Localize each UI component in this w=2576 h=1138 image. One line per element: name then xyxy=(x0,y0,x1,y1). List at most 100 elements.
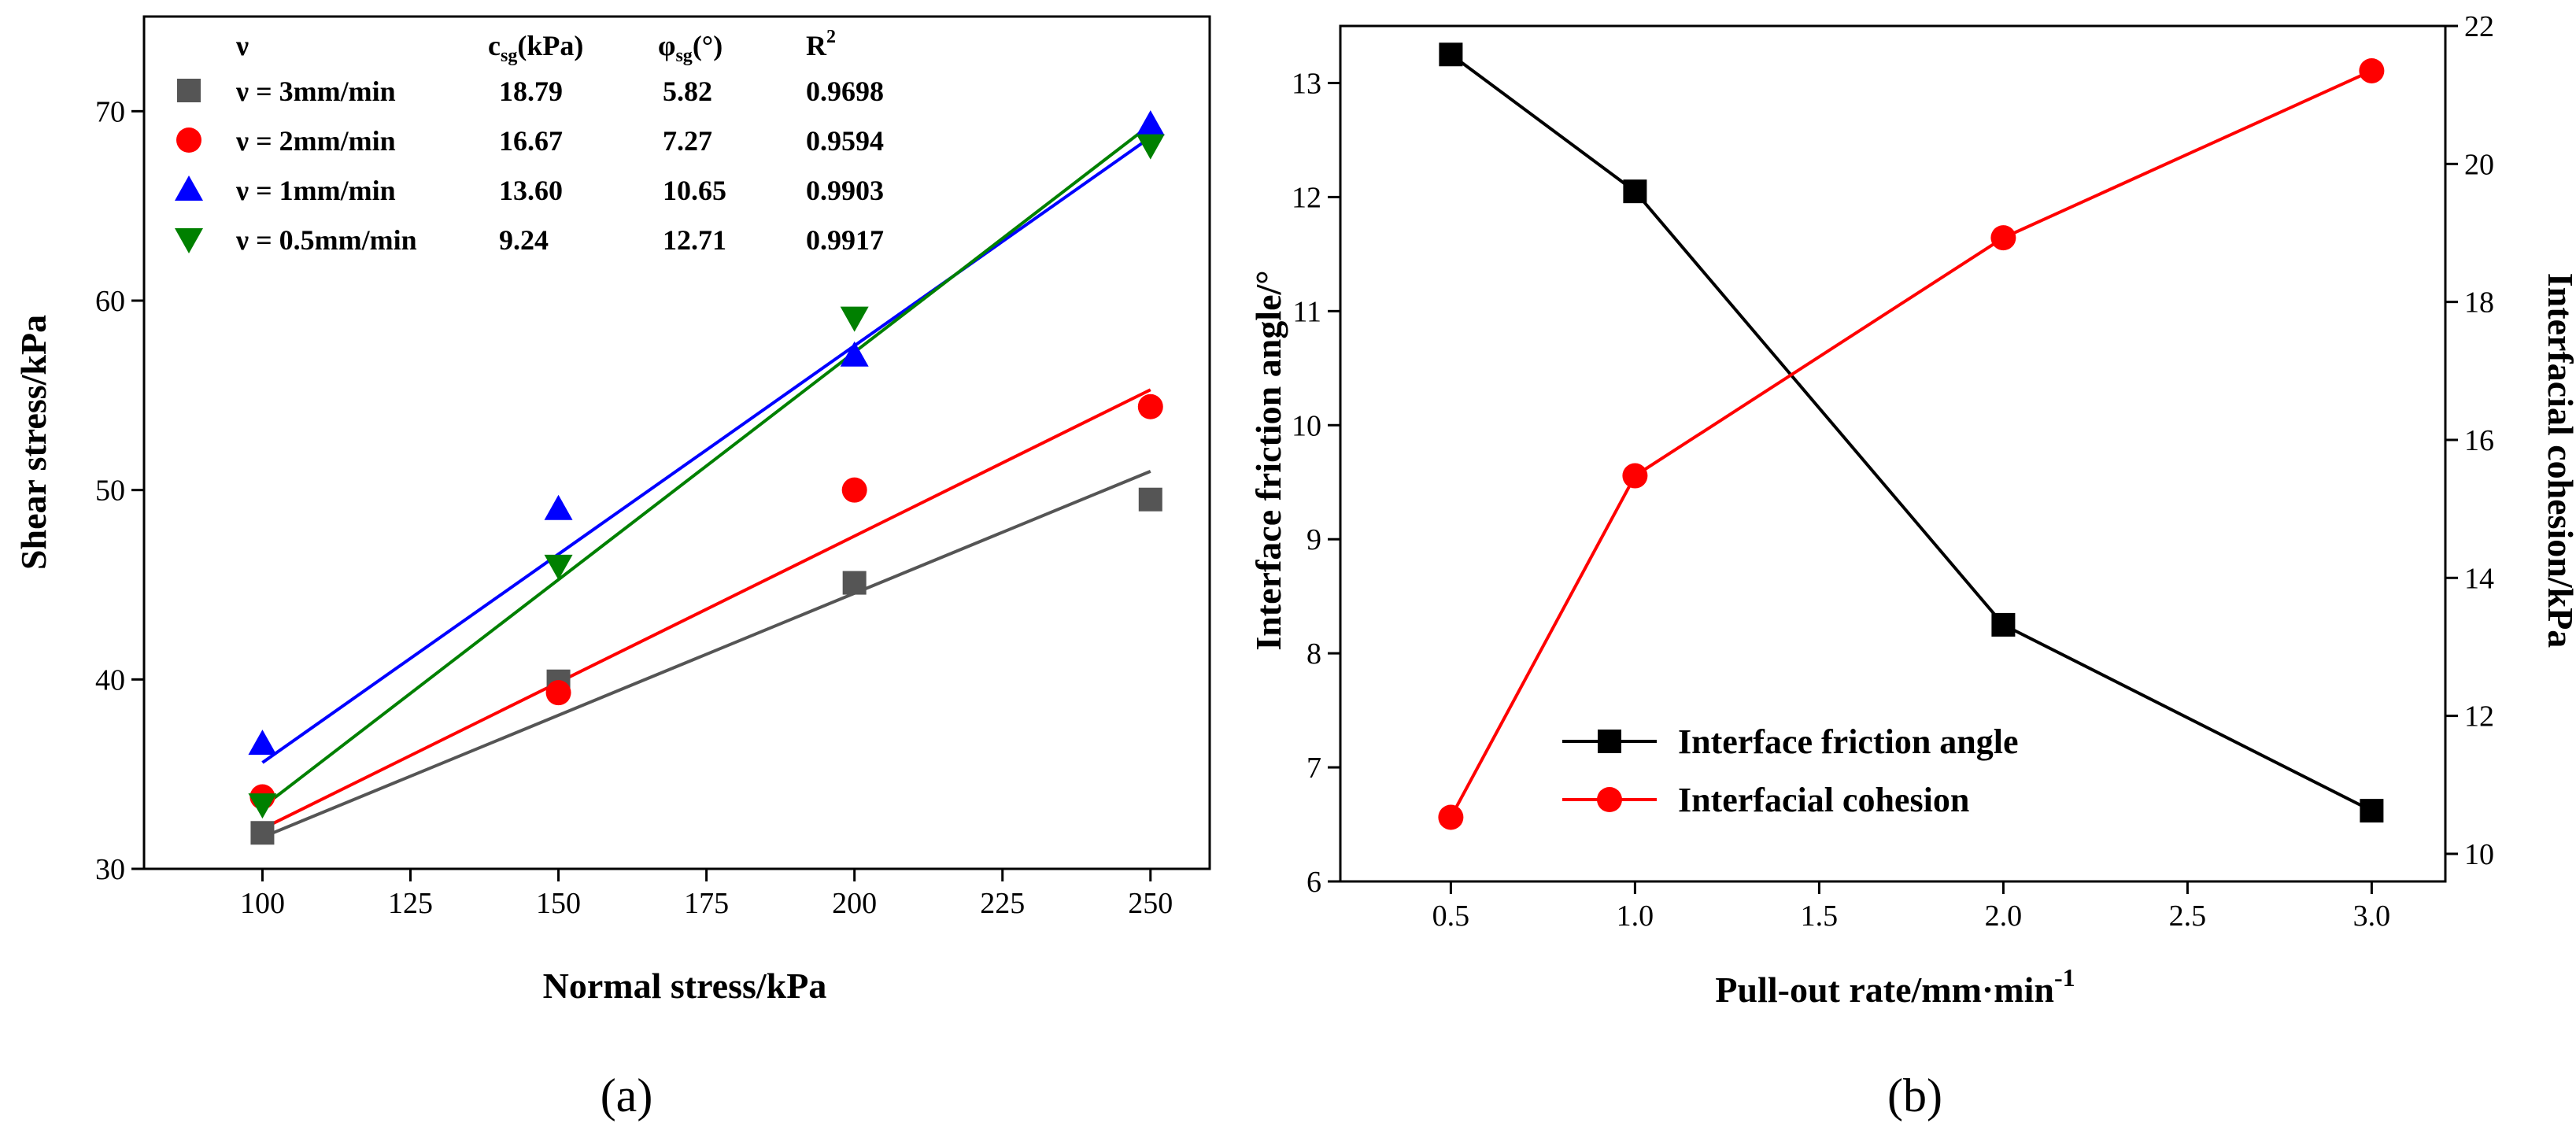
legend-marker-0-5mm-min xyxy=(175,228,203,253)
legend-marker-interface-friction-angle xyxy=(1598,730,1621,753)
x-tick-label: 100 xyxy=(240,887,285,920)
left-y-tick-label: 11 xyxy=(1292,295,1321,328)
x-tick-label: 250 xyxy=(1128,887,1173,920)
legend-c-value: 9.24 xyxy=(499,224,549,256)
x-tick-label: 200 xyxy=(832,887,877,920)
right-y-tick-label: 12 xyxy=(2464,700,2494,733)
x-tick-label: 3.0 xyxy=(2353,900,2391,933)
right-y-tick-label: 22 xyxy=(2464,10,2494,43)
fit-line-1mm-min xyxy=(261,135,1151,764)
data-point-interface-friction-angle xyxy=(1623,179,1647,204)
right-y-tick-label: 14 xyxy=(2464,562,2494,595)
panel-b-left-y-axis-label: Interface friction angle/° xyxy=(1248,270,1288,650)
panel-b-caption: (b) xyxy=(1887,1070,1942,1121)
legend-c-value: 13.60 xyxy=(499,175,563,206)
data-point-0-5mm-min xyxy=(544,554,573,580)
y-tick-label: 40 xyxy=(95,663,125,696)
legend-header-c: csg(kPa) xyxy=(488,30,583,66)
left-y-tick-label: 6 xyxy=(1306,866,1321,899)
legend-name: ν = 2mm/min xyxy=(235,125,396,157)
data-point-interfacial-cohesion xyxy=(1990,225,2016,251)
panel-a-fit-lines xyxy=(261,123,1151,839)
panel-b-friction-cohesion-chart: 0.5 1.0 1.5 2.0 2.5 3.0 6 7 8 9 10 11 12 13 10 12 14 16 18… xyxy=(1248,10,2576,1121)
data-point-2mm-min xyxy=(545,680,571,706)
fit-line-3mm-min xyxy=(261,469,1151,839)
legend-phi-value: 10.65 xyxy=(663,175,726,206)
data-point-0-5mm-min xyxy=(248,793,277,819)
panel-b-data-points xyxy=(1438,42,2385,830)
fit-line-0-5mm-min xyxy=(261,123,1151,809)
y-tick-label: 50 xyxy=(95,475,125,508)
legend-header-v: ν xyxy=(235,30,249,61)
panel-b-right-y-axis-label: Interfacial cohesion/kPa xyxy=(2541,273,2576,648)
x-tick-label: 150 xyxy=(536,887,581,920)
x-tick-label: 225 xyxy=(980,887,1025,920)
data-point-1mm-min xyxy=(544,494,573,520)
legend-marker-1mm-min xyxy=(175,176,203,201)
panel-b-plot-frame xyxy=(1339,24,2447,883)
left-y-tick-label: 10 xyxy=(1292,409,1321,442)
right-y-tick-label: 16 xyxy=(2464,424,2494,457)
panel-a-plot-frame xyxy=(142,15,1211,870)
legend-phi-value: 7.27 xyxy=(663,125,712,157)
panel-b-series-lines xyxy=(1449,53,2373,818)
data-point-1mm-min xyxy=(840,341,869,367)
data-point-interfacial-cohesion xyxy=(2359,57,2385,83)
y-tick-label: 70 xyxy=(95,95,125,128)
data-point-1mm-min xyxy=(248,730,277,756)
x-tick-label: 2.5 xyxy=(2169,900,2207,933)
data-point-3mm-min xyxy=(1138,487,1162,512)
series-line-interfacial-cohesion xyxy=(1449,69,2373,818)
series-line-interface-friction-angle xyxy=(1450,53,2373,812)
right-y-tick-label: 20 xyxy=(2464,148,2494,181)
legend-marker-3mm-min xyxy=(177,79,201,102)
data-point-interface-friction-angle xyxy=(1991,612,2016,637)
panel-a-x-axis-label: Normal stress/kPa xyxy=(543,966,827,1006)
legend-name: ν = 3mm/min xyxy=(235,76,396,107)
legend-r2-value: 0.9903 xyxy=(806,175,884,206)
x-tick-label: 1.0 xyxy=(1617,900,1654,933)
panel-a-legend-table: ν csg(kPa) φsg(°) R2 ν = 3mm/min 18.79 5.8… xyxy=(175,27,884,256)
legend-marker-2mm-min xyxy=(176,127,201,153)
legend-marker-interfacial-cohesion xyxy=(1597,787,1622,812)
legend-name: ν = 0.5mm/min xyxy=(235,224,417,256)
left-y-tick-label: 9 xyxy=(1306,523,1321,556)
legend-label-interfacial-cohesion: Interfacial cohesion xyxy=(1678,781,1969,819)
data-point-interfacial-cohesion xyxy=(1438,804,1464,830)
x-tick-label: 2.0 xyxy=(1985,900,2023,933)
left-y-tick-label: 13 xyxy=(1292,67,1321,100)
x-tick-label: 175 xyxy=(684,887,729,920)
left-y-tick-label: 8 xyxy=(1306,637,1321,671)
right-y-tick-label: 10 xyxy=(2464,838,2494,871)
data-point-2mm-min xyxy=(841,477,867,503)
data-point-1mm-min xyxy=(1136,110,1165,136)
legend-c-value: 16.67 xyxy=(499,125,563,157)
left-y-tick-label: 12 xyxy=(1292,181,1321,214)
legend-label-interface-friction-angle: Interface friction angle xyxy=(1678,722,2019,761)
legend-r2-value: 0.9594 xyxy=(806,125,884,157)
fit-line-2mm-min xyxy=(261,388,1151,830)
panel-a-shear-stress-chart: 100 125 150 175 200 225 250 30 40 50 60 70 ν csg(kP… xyxy=(13,15,1211,1121)
data-point-interface-friction-angle xyxy=(2360,799,2384,823)
legend-name: ν = 1mm/min xyxy=(235,175,396,206)
y-tick-label: 60 xyxy=(95,285,125,318)
data-point-0-5mm-min xyxy=(840,306,869,332)
panel-a-axis-ticks: 100 125 150 175 200 225 250 30 40 50 60 70 xyxy=(95,95,1173,920)
legend-header-r2: R2 xyxy=(806,27,836,61)
left-y-tick-label: 7 xyxy=(1306,752,1321,785)
panel-a-data-points xyxy=(248,110,1165,845)
data-point-2mm-min xyxy=(1137,393,1163,419)
data-point-interfacial-cohesion xyxy=(1622,463,1648,489)
data-point-interface-friction-angle xyxy=(1439,42,1463,67)
panel-b-legend: Interface friction angle Interfacial cohe… xyxy=(1562,722,2019,819)
legend-phi-value: 12.71 xyxy=(663,224,726,256)
legend-r2-value: 0.9917 xyxy=(806,224,884,256)
data-point-3mm-min xyxy=(250,821,275,845)
x-tick-label: 0.5 xyxy=(1432,900,1470,933)
legend-header-phi: φsg(°) xyxy=(658,30,723,66)
panel-a-caption: (a) xyxy=(601,1070,653,1121)
legend-c-value: 18.79 xyxy=(499,76,563,107)
right-y-tick-label: 18 xyxy=(2464,286,2494,320)
x-tick-label: 1.5 xyxy=(1801,900,1839,933)
panel-b-x-axis-label: Pull-out rate/mm·min-1 xyxy=(1715,963,2075,1010)
